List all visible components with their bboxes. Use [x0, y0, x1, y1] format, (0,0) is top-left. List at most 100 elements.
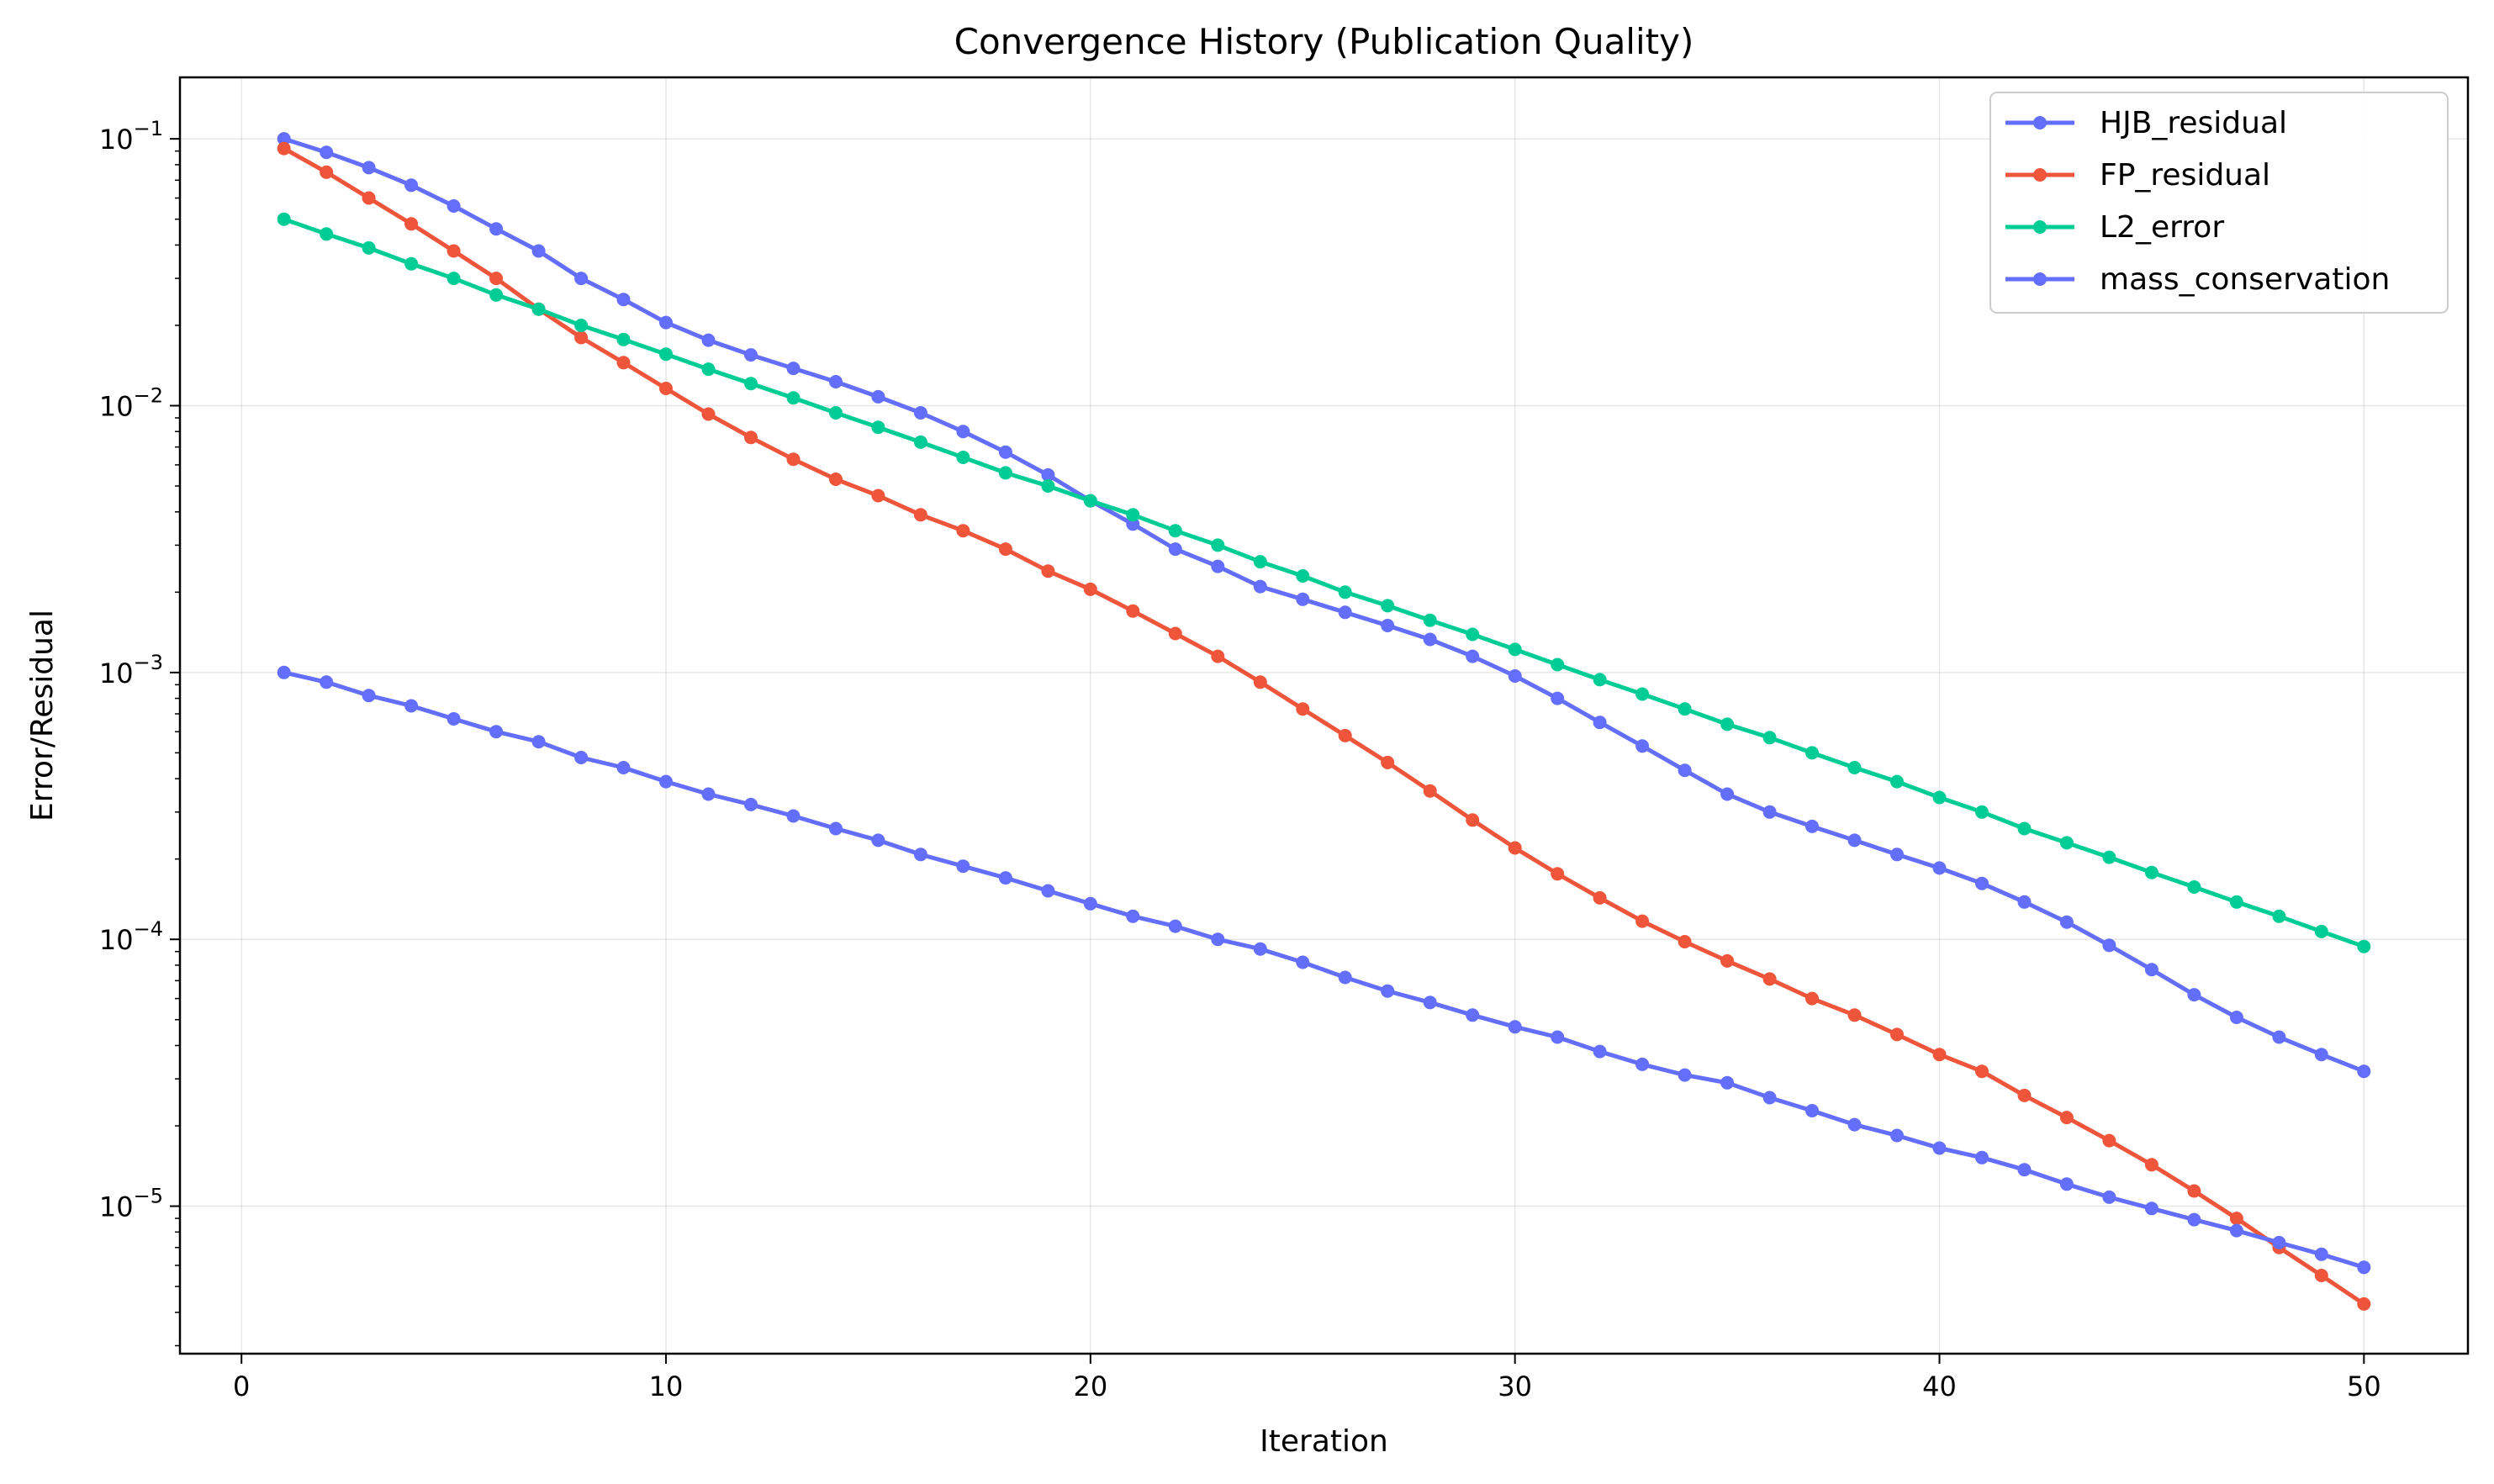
data-point: [1975, 876, 1989, 890]
x-tick-label: 0: [233, 1370, 250, 1402]
x-tick-label: 40: [1922, 1370, 1957, 1402]
data-point: [1890, 774, 1904, 789]
data-point: [2314, 924, 2328, 938]
legend-item: L2_error: [2005, 210, 2224, 245]
data-point: [744, 348, 758, 362]
data-point: [2144, 1201, 2158, 1216]
data-point: [1338, 970, 1352, 985]
series-line-FP_residual: [282, 146, 2366, 1307]
x-tick-label: 30: [1498, 1370, 1532, 1402]
data-point: [1593, 1044, 1607, 1059]
data-point: [786, 362, 801, 376]
data-point: [1762, 1091, 1777, 1105]
data-point: [998, 466, 1012, 480]
x-tick-label: 50: [2347, 1370, 2381, 1402]
data-point: [277, 212, 291, 226]
data-point: [1508, 1020, 1522, 1034]
data-point: [489, 222, 504, 236]
data-point: [1423, 613, 1437, 627]
chart-title: Convergence History (Publication Quality…: [954, 21, 1694, 62]
data-point: [1423, 784, 1437, 798]
data-point: [404, 256, 419, 271]
data-point: [1762, 731, 1777, 745]
data-point: [2017, 1088, 2032, 1102]
data-point: [362, 161, 376, 175]
series-line-HJB_residual: [282, 136, 2366, 1074]
data-point: [1847, 1008, 1862, 1022]
data-point: [2272, 1235, 2286, 1249]
data-point: [1083, 582, 1097, 596]
data-point: [616, 356, 631, 370]
data-point: [701, 362, 716, 377]
data-point: [1635, 1057, 1650, 1071]
data-point: [320, 145, 334, 160]
legend-label: HJB_residual: [2100, 106, 2287, 140]
data-point: [1678, 702, 1692, 716]
data-point: [362, 191, 376, 205]
legend-label: mass_conservation: [2100, 262, 2390, 297]
data-point: [574, 751, 589, 764]
legend: HJB_residual FP_residual L2_error mass_cons…: [1989, 92, 2449, 314]
data-point: [829, 821, 843, 836]
data-point: [2272, 909, 2286, 923]
series-line-L2_error: [282, 217, 2366, 949]
data-point: [1975, 805, 1989, 819]
series-layer: [277, 132, 2371, 1311]
data-point: [1126, 517, 1140, 531]
series-HJB_residual: [277, 132, 2371, 1079]
legend-marker: [2033, 168, 2047, 182]
data-point: [956, 425, 970, 439]
data-point: [1720, 1075, 1735, 1090]
data-point: [744, 377, 758, 391]
data-point: [871, 389, 885, 404]
data-point: [1338, 605, 1352, 620]
data-point: [744, 430, 758, 445]
legend-item: mass_conservation: [2005, 262, 2390, 297]
data-point: [2357, 1297, 2371, 1311]
data-point: [2059, 915, 2074, 929]
data-point: [1890, 1027, 1904, 1042]
data-point: [1253, 942, 1267, 956]
data-point: [2144, 865, 2158, 879]
data-point: [1508, 669, 1522, 683]
data-point: [1508, 642, 1522, 657]
data-point: [2059, 1177, 2074, 1191]
data-point: [1168, 542, 1182, 557]
axes: 0 10 20 30 40 50 10−1 10−2 10−3 10−4 10−5: [99, 117, 2381, 1402]
data-point: [2017, 895, 2032, 909]
data-point: [320, 165, 334, 179]
data-point: [1211, 559, 1225, 573]
data-point: [1423, 995, 1437, 1010]
data-point: [1423, 632, 1437, 647]
data-point: [2357, 939, 2371, 953]
data-point: [1720, 953, 1735, 968]
data-point: [616, 332, 631, 346]
data-point: [1847, 833, 1862, 848]
data-point: [574, 272, 589, 286]
data-point: [1932, 1141, 1947, 1155]
legend-box: [1989, 92, 2449, 314]
data-point: [1253, 579, 1267, 594]
data-point: [277, 665, 291, 679]
data-point: [574, 330, 589, 345]
data-point: [1593, 890, 1607, 905]
data-point: [1551, 867, 1565, 881]
data-point: [2187, 880, 2201, 894]
data-point: [913, 848, 927, 862]
data-point: [786, 452, 801, 467]
data-point: [2144, 963, 2158, 977]
data-point: [404, 699, 419, 713]
data-point: [1635, 914, 1650, 928]
data-point: [362, 689, 376, 703]
data-point: [2059, 836, 2074, 850]
data-point: [871, 420, 885, 435]
data-point: [956, 451, 970, 464]
data-point: [1296, 592, 1310, 606]
data-point: [2187, 1212, 2201, 1227]
data-point: [701, 333, 716, 347]
data-point: [2187, 1184, 2201, 1198]
data-point: [2229, 1212, 2243, 1226]
data-point: [1466, 1008, 1480, 1022]
data-point: [659, 774, 673, 789]
data-point: [1847, 1117, 1862, 1132]
